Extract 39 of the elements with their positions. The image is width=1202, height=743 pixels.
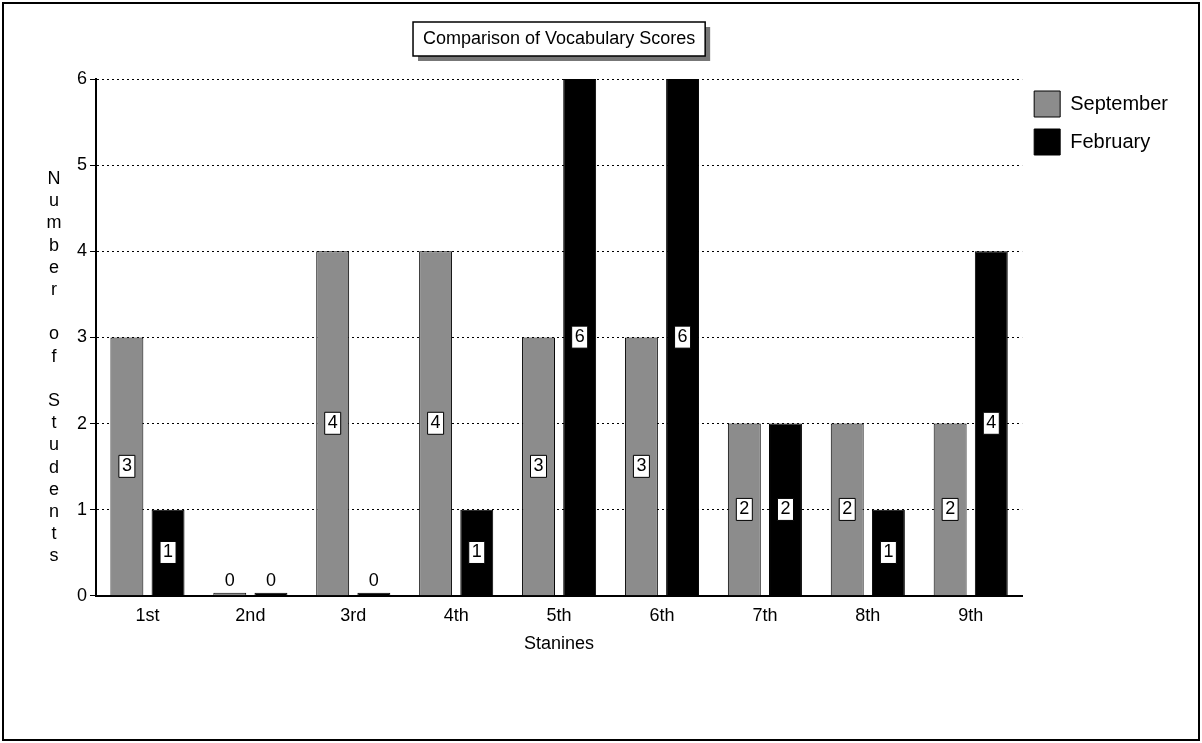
data-label: 1 [471, 541, 482, 562]
chart-title: Comparison of Vocabulary Scores [423, 27, 696, 48]
x-tick-label: 6th [649, 604, 675, 625]
data-label: 1 [163, 541, 174, 562]
data-label: 0 [224, 569, 235, 590]
data-label: 2 [842, 498, 853, 519]
data-label: 4 [986, 412, 997, 433]
legend-label: September [1070, 91, 1169, 114]
data-label: 3 [121, 455, 132, 476]
x-tick-label: 2nd [235, 604, 266, 625]
y-tick-label: 5 [77, 154, 88, 175]
data-label: 3 [533, 455, 544, 476]
data-label: 1 [883, 541, 894, 562]
data-label: 6 [677, 326, 688, 347]
y-tick-label: 4 [77, 240, 88, 261]
x-tick-label: 9th [958, 604, 984, 625]
data-label: 3 [636, 455, 647, 476]
x-axis-title: Stanines [524, 633, 595, 654]
x-tick-label: 5th [546, 604, 572, 625]
x-tick-label: 1st [135, 604, 160, 625]
y-tick-label: 1 [77, 498, 88, 519]
data-label: 4 [327, 412, 338, 433]
x-tick-label: 4th [443, 604, 469, 625]
data-label: 6 [574, 326, 585, 347]
data-label: 0 [265, 569, 276, 590]
y-tick-label: 3 [77, 326, 88, 347]
data-label: 4 [430, 412, 441, 433]
data-label: 0 [368, 569, 379, 590]
x-tick-label: 3rd [340, 604, 367, 625]
legend-label: February [1070, 129, 1151, 152]
text: Number of Students [46, 167, 62, 566]
data-label: 2 [739, 498, 750, 519]
x-tick-label: 7th [752, 604, 778, 625]
x-tick-label: 8th [855, 604, 881, 625]
data-label: 2 [780, 498, 791, 519]
y-tick-label: 2 [77, 412, 88, 433]
y-tick-label: 0 [77, 584, 88, 605]
data-label: 2 [945, 498, 956, 519]
y-tick-label: 6 [77, 67, 88, 88]
